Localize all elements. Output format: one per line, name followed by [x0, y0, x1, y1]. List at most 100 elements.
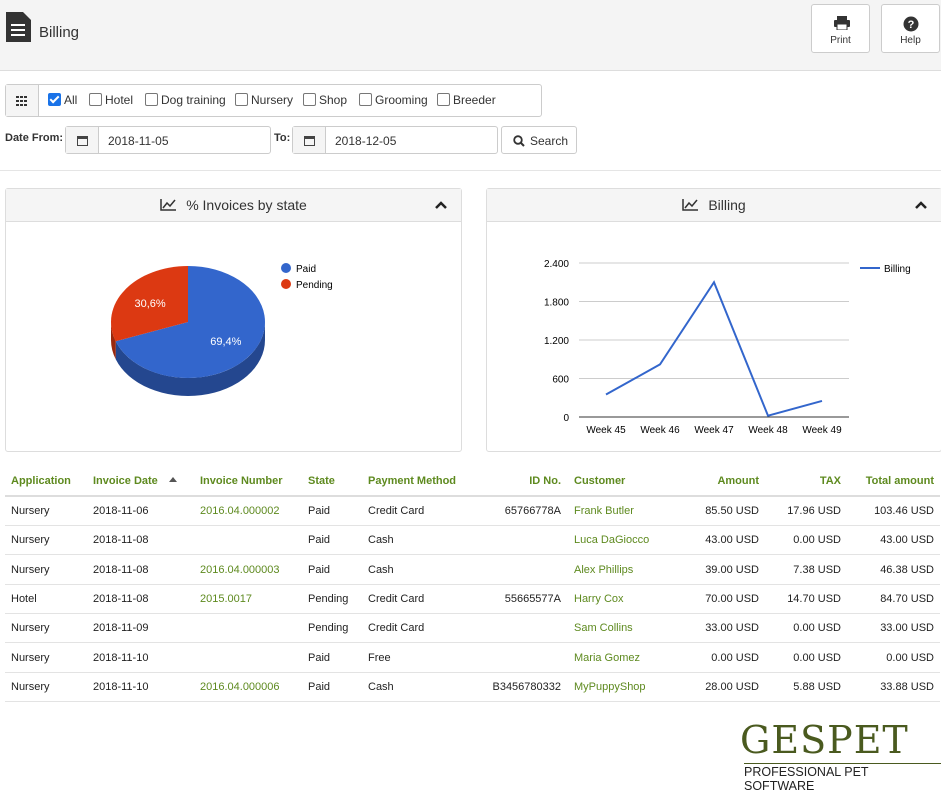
- doc-icon: [6, 12, 31, 42]
- table-cell: Alex Phillips: [574, 563, 634, 576]
- table-cell: 5.88 USD: [793, 680, 841, 693]
- column-header: Invoice Number: [200, 475, 283, 487]
- checkbox-label: All: [64, 93, 78, 107]
- table-cell: 0.00 USD: [793, 622, 841, 635]
- button-label: Search: [530, 134, 569, 148]
- table-cell: 0.00 USD: [886, 651, 934, 664]
- row-rule: [5, 671, 940, 673]
- row-rule: [5, 612, 940, 614]
- column-header: Payment Method: [368, 475, 457, 487]
- date-from-input[interactable]: 2018-11-05: [65, 126, 271, 154]
- table-cell: 55665577A: [504, 592, 561, 605]
- column-header: ID No.: [529, 475, 561, 487]
- checkbox[interactable]: [89, 93, 102, 106]
- calendar-addon: [66, 127, 99, 153]
- table-cell: 43.00 USD: [880, 534, 934, 547]
- table-cell: 84.70 USD: [880, 592, 934, 605]
- y-tick-label: 0: [563, 413, 569, 424]
- legend-label: Paid: [296, 264, 316, 275]
- line-chart: 0 600 1.200 1.800 2.400 Week 45 Week 46 Week 47…: [544, 259, 911, 436]
- help-button[interactable]: ? Help: [881, 4, 940, 53]
- table-cell: Nursery: [11, 505, 50, 517]
- table-cell: Cash: [368, 680, 394, 693]
- table-cell: 0.00 USD: [793, 534, 841, 547]
- date-to-label: To:: [274, 132, 291, 144]
- calendar-addon: [293, 127, 326, 153]
- chart-icon: [682, 199, 699, 211]
- table-cell: 43.00 USD: [705, 534, 759, 547]
- y-tick-label: 1.200: [544, 336, 569, 347]
- panel-title: % Invoices by state: [186, 197, 307, 213]
- date-from-label: Date From:: [5, 132, 64, 144]
- table-cell: 2018-11-08: [93, 534, 149, 547]
- pie-side: [115, 322, 265, 396]
- grid-button[interactable]: [6, 85, 39, 116]
- print-icon: [834, 16, 850, 30]
- table-cell: Frank Butler: [574, 505, 634, 517]
- table-cell: Nursery: [11, 534, 50, 547]
- table-cell: 85.50 USD: [705, 505, 759, 517]
- y-tick-label: 2.400: [544, 259, 569, 270]
- table-cell: 17.96 USD: [787, 505, 841, 517]
- column-header: Customer: [574, 475, 626, 487]
- date-value: 2018-12-05: [335, 134, 397, 148]
- pie-panel: % Invoices by state 69,4% Paid 30,6% Pendin…: [5, 188, 462, 452]
- sort-icon: [169, 477, 177, 482]
- column-header: Application: [11, 475, 71, 487]
- x-tick-label: Week 49: [802, 425, 842, 436]
- column-header: Amount: [717, 475, 759, 487]
- check-mark: [49, 93, 60, 104]
- table-cell: Paid: [308, 680, 331, 693]
- invoice-table: Application Invoice Date Invoice Number Sta…: [5, 466, 940, 706]
- logo-name: GESPET: [740, 718, 909, 762]
- x-tick-label: Week 47: [694, 425, 734, 436]
- data-label: 69,4%: [210, 336, 241, 348]
- table-cell: 2018-11-09: [93, 622, 149, 635]
- x-tick-label: Week 46: [640, 425, 680, 436]
- table-cell: Pending: [308, 592, 349, 605]
- date-value: 2018-11-05: [108, 134, 169, 148]
- checkbox[interactable]: [437, 93, 450, 106]
- checkbox[interactable]: [303, 93, 316, 106]
- table-cell: Paid: [308, 651, 331, 664]
- y-tick-label: 1.800: [544, 298, 569, 309]
- row-rule: [5, 554, 940, 556]
- collapse-icon[interactable]: [915, 200, 927, 209]
- divider: [0, 170, 941, 171]
- table-cell: 2016.04.000003: [200, 563, 280, 576]
- date-to-input[interactable]: 2018-12-05: [292, 126, 498, 154]
- checkbox[interactable]: [359, 93, 372, 106]
- table-cell: 33.00 USD: [880, 622, 934, 635]
- table-cell: Free: [368, 651, 391, 664]
- table-cell: 28.00 USD: [705, 680, 759, 693]
- panel-title: Billing: [708, 197, 746, 213]
- page-title: Billing: [39, 24, 80, 41]
- table-cell: 2018-11-10: [93, 680, 149, 693]
- table-cell: 2015.0017: [200, 592, 252, 605]
- row-rule: [5, 583, 940, 585]
- table-cell: 65766778A: [504, 505, 561, 517]
- table-cell: Credit Card: [368, 505, 425, 517]
- row-rule: [5, 642, 940, 644]
- checkbox-label: Dog training: [161, 93, 226, 107]
- button-label: Help: [900, 35, 921, 46]
- panel-header: % Invoices by state: [6, 189, 461, 222]
- collapse-icon[interactable]: [435, 200, 447, 209]
- column-header: Total amount: [865, 475, 934, 487]
- checkbox-label: Grooming: [375, 93, 428, 107]
- grid-icon: [16, 96, 27, 106]
- table-cell: Credit Card: [368, 592, 425, 605]
- table-cell: 7.38 USD: [793, 563, 841, 576]
- table-cell: 2018-11-10: [93, 651, 149, 664]
- table-cell: 70.00 USD: [705, 592, 759, 605]
- table-cell: Maria Gomez: [574, 651, 641, 664]
- search-button[interactable]: Search: [501, 126, 577, 154]
- table-cell: 2018-11-08: [93, 563, 149, 576]
- legend-dot: [281, 263, 291, 273]
- checkbox[interactable]: [48, 93, 61, 106]
- print-button[interactable]: Print: [811, 4, 870, 53]
- checkbox[interactable]: [235, 93, 248, 106]
- data-label: 30,6%: [135, 298, 166, 310]
- logo-tagline: PROFESSIONAL PET SOFTWARE: [744, 763, 941, 792]
- checkbox[interactable]: [145, 93, 158, 106]
